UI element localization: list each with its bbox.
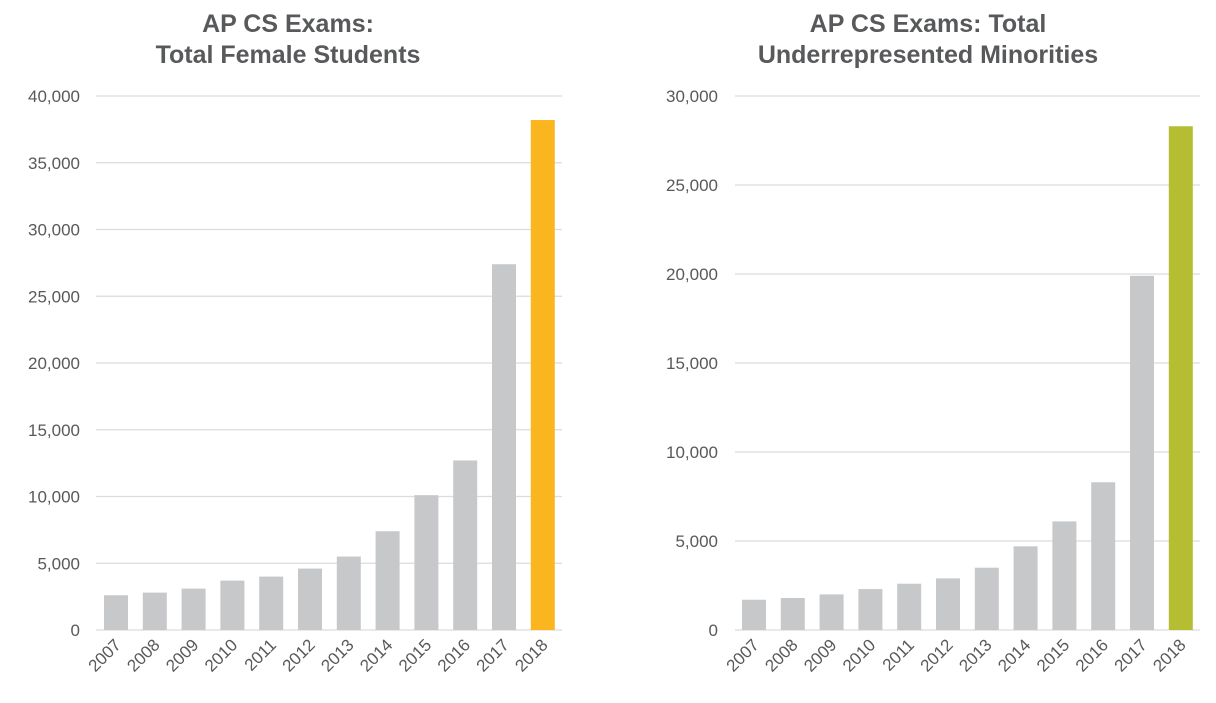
y-tick-label: 15,000 (28, 421, 80, 440)
x-tick-label: 2007 (723, 635, 763, 675)
x-tick-label: 2008 (123, 635, 163, 675)
x-tick-label: 2014 (356, 635, 396, 675)
x-tick-label: 2018 (1149, 635, 1189, 675)
x-tick-label: 2010 (839, 635, 879, 675)
y-tick-label: 40,000 (28, 87, 80, 106)
x-tick-label: 2016 (1072, 635, 1112, 675)
y-tick-label: 25,000 (666, 176, 718, 195)
x-tick-label: 2016 (434, 635, 474, 675)
x-tick-label: 2009 (162, 635, 202, 675)
bar-2008 (142, 592, 167, 630)
bar-2011 (897, 583, 922, 630)
x-tick-label: 2014 (994, 635, 1034, 675)
x-tick-label: 2011 (241, 635, 280, 674)
x-tick-label: 2013 (317, 635, 357, 675)
y-tick-label: 0 (709, 621, 718, 640)
bar-2012 (936, 578, 960, 630)
chart-title: Underrepresented Minorities (758, 41, 1098, 69)
y-tick-label: 10,000 (666, 443, 718, 462)
x-tick-label: 2017 (473, 635, 513, 675)
y-tick-label: 25,000 (28, 287, 80, 306)
y-tick-label: 30,000 (28, 221, 80, 240)
bar-2010 (858, 589, 883, 630)
y-tick-label: 20,000 (666, 265, 718, 284)
chart-1: AP CS Exams: Total Female Students 0 5,000 1… (28, 10, 562, 676)
y-tick-label: 20,000 (28, 354, 80, 373)
y-tick-label: 5,000 (37, 554, 80, 573)
x-tick-label: 2010 (201, 635, 241, 675)
x-tick-label: 2018 (511, 635, 551, 675)
chart-title: Total Female Students (156, 41, 421, 69)
bar-2013 (336, 556, 361, 630)
bar-2010 (220, 580, 245, 630)
y-tick-label: 10,000 (28, 488, 80, 507)
bar-2007 (742, 599, 766, 630)
x-tick-label: 2012 (917, 635, 957, 675)
y-tick-label: 30,000 (666, 87, 718, 106)
chart-title: AP CS Exams: Total (810, 10, 1047, 38)
x-tick-label: 2017 (1111, 635, 1151, 675)
x-tick-label: 2015 (1033, 635, 1073, 675)
bar-2008 (780, 597, 805, 630)
bar-2016 (1091, 482, 1116, 630)
bar-2014 (375, 531, 400, 630)
bar-2011 (259, 576, 284, 630)
x-tick-label: 2012 (279, 635, 319, 675)
chart-title: AP CS Exams: (202, 10, 374, 38)
bar-2014 (1013, 546, 1038, 630)
x-tick-label: 2007 (85, 635, 125, 675)
bar-2017 (492, 264, 516, 630)
bar-2015 (1052, 521, 1077, 630)
y-tick-label: 35,000 (28, 154, 80, 173)
bar-2007 (104, 595, 128, 630)
bar-2009 (181, 588, 206, 630)
x-tick-label: 2011 (879, 635, 918, 674)
x-tick-label: 2008 (761, 635, 801, 675)
x-tick-label: 2013 (955, 635, 995, 675)
bar-2018 (530, 120, 555, 630)
bar-2016 (453, 460, 478, 630)
bar-2009 (819, 594, 844, 630)
bar-2015 (414, 495, 439, 630)
y-tick-label: 0 (71, 621, 80, 640)
x-tick-label: 2015 (395, 635, 435, 675)
y-tick-label: 5,000 (675, 532, 718, 551)
bar-2018 (1168, 126, 1193, 630)
bar-2013 (974, 567, 999, 630)
x-tick-label: 2009 (800, 635, 840, 675)
bar-2017 (1130, 275, 1154, 630)
bar-2012 (298, 568, 322, 630)
y-tick-label: 15,000 (666, 354, 718, 373)
chart-2: AP CS Exams: Total Underrepresented Minor… (666, 10, 1200, 676)
